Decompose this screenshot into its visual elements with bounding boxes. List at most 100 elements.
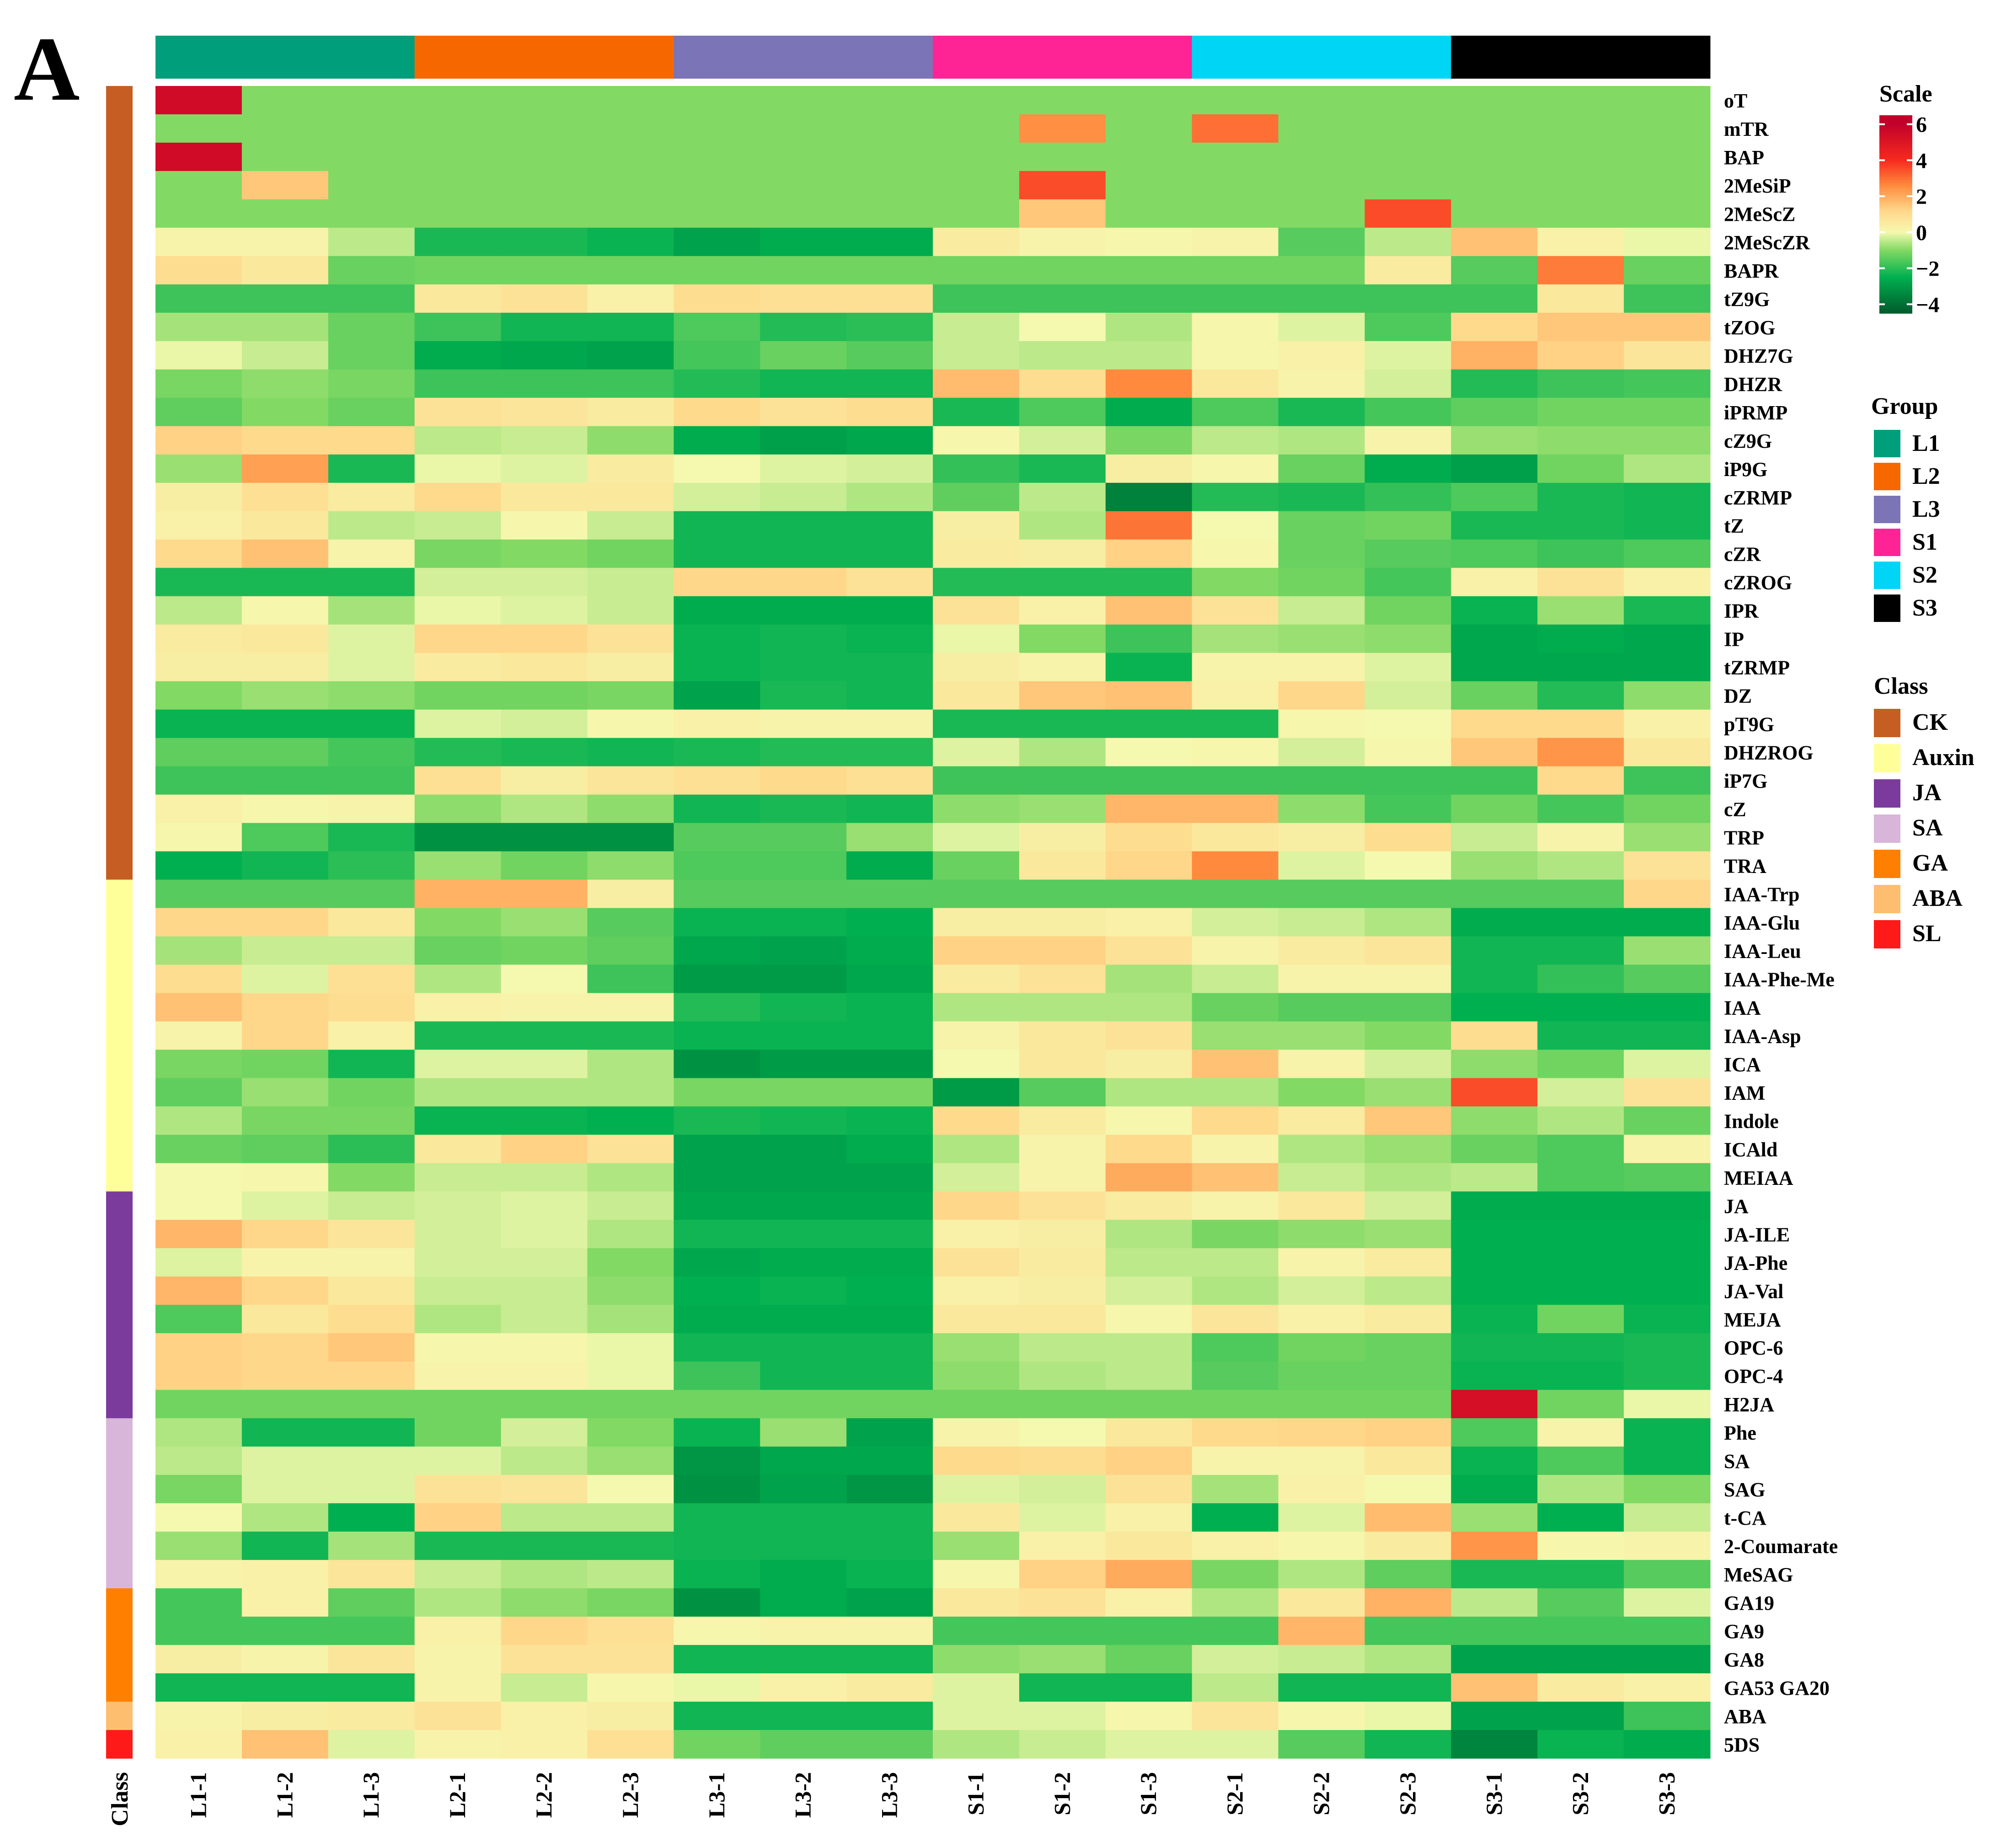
heatmap-cell xyxy=(1192,171,1279,200)
heatmap-cell xyxy=(587,454,674,483)
heatmap-cell xyxy=(760,1078,847,1107)
heatmap-cell xyxy=(933,738,1020,767)
heatmap-cell xyxy=(155,568,242,597)
heatmap-cell xyxy=(155,851,242,880)
heatmap-cell xyxy=(501,653,588,682)
heatmap-cell xyxy=(846,851,933,880)
heatmap-cell xyxy=(587,1673,674,1702)
heatmap-cell xyxy=(1451,171,1538,200)
group-legend-label: L3 xyxy=(1912,496,1940,522)
heatmap-cell xyxy=(241,1361,329,1390)
heatmap-cell xyxy=(846,1645,933,1674)
heatmap-cell xyxy=(414,1503,502,1532)
heatmap-cell xyxy=(1192,1702,1279,1730)
heatmap-cell xyxy=(587,1446,674,1475)
heatmap-cell xyxy=(674,1645,760,1674)
class-legend-title: Class xyxy=(1874,673,1928,699)
heatmap-cell xyxy=(1451,993,1538,1022)
heatmap-cell xyxy=(674,1730,760,1759)
heatmap-cell xyxy=(1451,1333,1538,1362)
heatmap-cell xyxy=(1105,171,1193,200)
heatmap-cell xyxy=(1192,1617,1279,1645)
heatmap-cell xyxy=(1624,1475,1711,1504)
scale-gradient-step xyxy=(1879,209,1912,213)
heatmap-cell xyxy=(933,86,1020,115)
scale-gradient-step xyxy=(1879,304,1912,307)
heatmap-cell xyxy=(1364,1475,1451,1504)
heatmap-cell xyxy=(1278,1361,1365,1390)
heatmap-cell xyxy=(328,908,415,937)
heatmap-cell xyxy=(241,1673,329,1702)
heatmap-cell xyxy=(1105,86,1193,115)
heatmap-cell xyxy=(1364,454,1451,483)
heatmap-cell xyxy=(501,1163,588,1192)
heatmap-cell xyxy=(1278,482,1365,512)
heatmap-cell xyxy=(1278,511,1365,540)
heatmap-cell xyxy=(328,794,415,824)
row-label: cZ xyxy=(1724,798,1746,821)
heatmap-cell xyxy=(1451,312,1538,342)
heatmap-cell xyxy=(846,823,933,852)
heatmap-cell xyxy=(846,568,933,597)
class-legend-swatch xyxy=(1874,709,1900,737)
heatmap-cell xyxy=(846,284,933,313)
scale-gradient-step xyxy=(1879,300,1912,303)
heatmap-cell xyxy=(414,851,502,880)
heatmap-cell xyxy=(1019,1276,1106,1305)
heatmap-cell xyxy=(1451,539,1538,568)
scale-gradient-step xyxy=(1879,245,1912,248)
scale-gradient-step xyxy=(1879,238,1912,241)
class-bar-segment xyxy=(106,1191,133,1220)
heatmap-cell xyxy=(1624,1163,1711,1192)
column-label: S1-1 xyxy=(963,1772,988,1815)
heatmap-cell xyxy=(1451,964,1538,994)
heatmap-cell xyxy=(846,1135,933,1163)
heatmap-cell xyxy=(587,596,674,625)
heatmap-cell xyxy=(1364,1191,1451,1220)
heatmap-cell xyxy=(1537,369,1624,398)
class-legend: Class CK Auxin JA SA GA ABA SL xyxy=(1874,673,1974,948)
column-label: L1-3 xyxy=(358,1772,384,1818)
heatmap-cell xyxy=(1278,1673,1365,1702)
heatmap-cell xyxy=(241,1390,329,1419)
class-bar-segment xyxy=(106,936,133,965)
heatmap-cell xyxy=(1192,709,1279,739)
heatmap-cell xyxy=(587,1503,674,1532)
heatmap-cell xyxy=(328,1361,415,1390)
heatmap-cell xyxy=(1019,142,1106,171)
heatmap-cell xyxy=(846,1617,933,1645)
heatmap-cell xyxy=(933,681,1020,710)
heatmap-cell xyxy=(674,454,760,483)
heatmap-cell xyxy=(414,1446,502,1475)
heatmap-cell xyxy=(1019,596,1106,625)
heatmap-cell xyxy=(501,142,588,171)
class-bar-segment xyxy=(106,1446,133,1475)
row-label: GA19 xyxy=(1724,1592,1774,1614)
heatmap-cell xyxy=(760,369,847,398)
heatmap-cell xyxy=(933,653,1020,682)
heatmap-cell xyxy=(587,256,674,285)
heatmap-cell xyxy=(501,114,588,143)
heatmap-cell xyxy=(1451,511,1538,540)
heatmap-cell xyxy=(414,312,502,342)
heatmap-cell xyxy=(933,766,1020,795)
heatmap-cell xyxy=(414,709,502,739)
heatmap-cell xyxy=(933,1702,1020,1730)
column-label: S2-3 xyxy=(1395,1772,1420,1815)
heatmap-cell xyxy=(846,114,933,143)
heatmap-cell xyxy=(1537,596,1624,625)
heatmap-cell xyxy=(760,1645,847,1674)
heatmap-cell xyxy=(587,369,674,398)
heatmap-cell xyxy=(501,1078,588,1107)
heatmap-cell xyxy=(587,1702,674,1730)
heatmap-cell xyxy=(760,879,847,909)
group-bar-segment xyxy=(1364,36,1451,79)
heatmap-cell xyxy=(1278,171,1365,200)
heatmap-cell xyxy=(1019,426,1106,455)
heatmap-cell xyxy=(1105,284,1193,313)
heatmap-cell xyxy=(674,482,760,512)
heatmap-cell xyxy=(1192,539,1279,568)
heatmap-cell xyxy=(1451,1248,1538,1277)
heatmap-cell xyxy=(1105,1050,1193,1079)
heatmap-cell xyxy=(1192,1446,1279,1475)
